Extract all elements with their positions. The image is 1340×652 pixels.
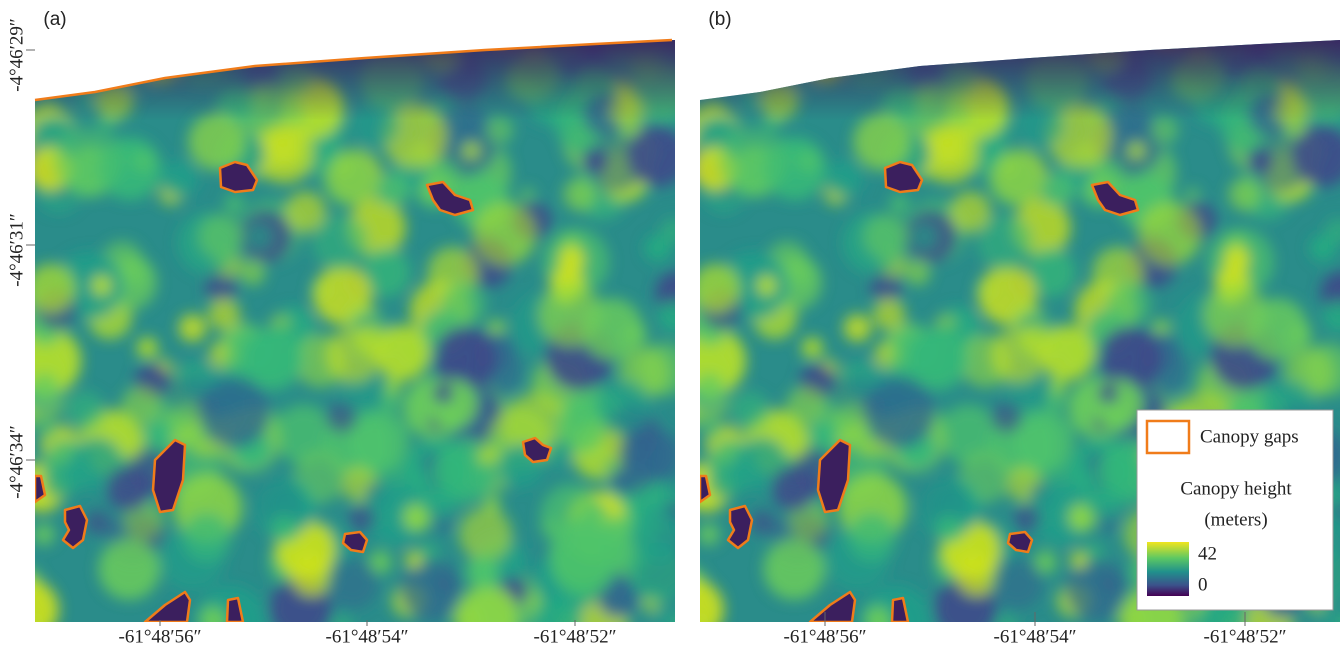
x-tick-label: -61°48′56″ <box>119 626 202 647</box>
y-tick-label: -4°46′34″ <box>6 425 27 499</box>
y-tick-label: -4°46′31″ <box>6 213 27 287</box>
color-ramp <box>1147 542 1189 596</box>
edge-gap-outline <box>34 38 673 102</box>
legend-max: 42 <box>1198 543 1217 564</box>
gap-swatch <box>1145 419 1191 455</box>
x-tick-label: -61°48′52″ <box>534 626 617 647</box>
legend: Canopy gaps Canopy height (meters) 42 0 <box>1136 409 1334 611</box>
legend-unit: (meters) <box>1204 509 1267 530</box>
legend-min: 0 <box>1198 574 1208 595</box>
x-tick-label: -61°48′56″ <box>784 626 867 647</box>
canopy-map-a <box>0 0 699 652</box>
legend-label: Canopy gaps <box>1200 426 1299 447</box>
panel-label: (a) <box>43 9 66 30</box>
legend-title: Canopy height <box>1180 478 1292 499</box>
y-tick-label: -4°46′29″ <box>6 18 27 92</box>
axis-ticks <box>26 49 1246 626</box>
x-tick-label: -61°48′54″ <box>994 626 1077 647</box>
panel-label: (b) <box>708 9 731 30</box>
x-tick-label: -61°48′52″ <box>1204 626 1287 647</box>
x-tick-label: -61°48′54″ <box>326 626 409 647</box>
